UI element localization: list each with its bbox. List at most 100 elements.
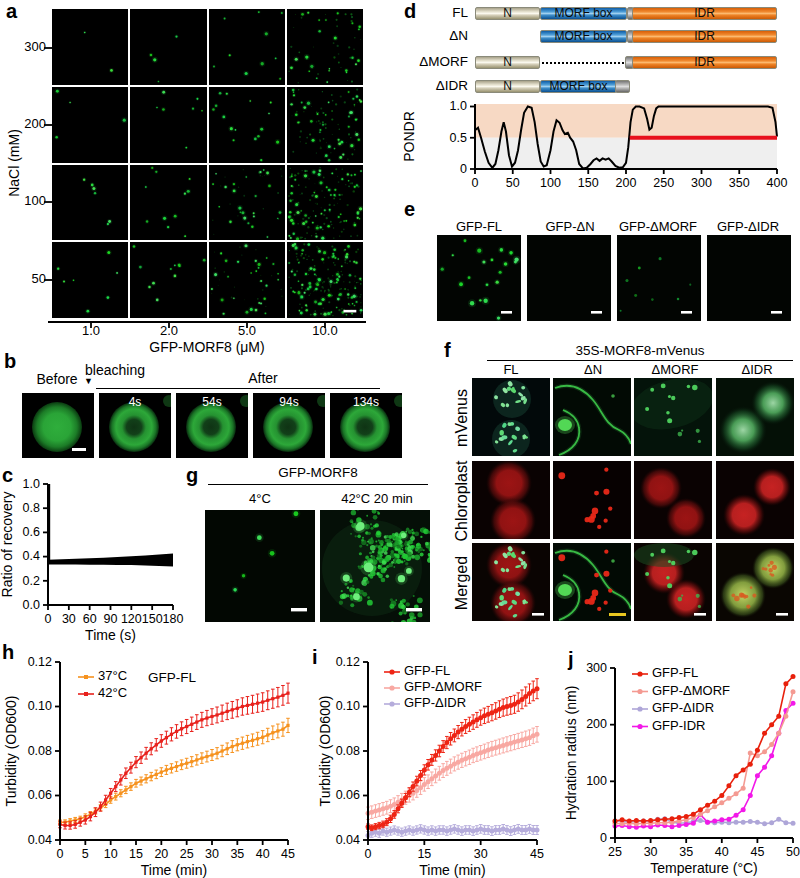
fl-morf-domain: MORF box bbox=[540, 7, 627, 20]
svg-text:180: 180 bbox=[163, 612, 184, 626]
e-image-1 bbox=[527, 235, 611, 321]
panel-label-a: a bbox=[6, 0, 17, 23]
f-col-fl: FL bbox=[471, 363, 551, 377]
svg-text:30: 30 bbox=[644, 845, 658, 859]
svg-text:35: 35 bbox=[679, 845, 693, 859]
svg-text:0.06: 0.06 bbox=[28, 788, 52, 802]
svg-text:30: 30 bbox=[62, 612, 76, 626]
e-image-0 bbox=[437, 235, 521, 321]
g-cond-4c: 4°C bbox=[210, 492, 310, 506]
g-image-42c bbox=[320, 510, 430, 622]
pondr-disorder-chart: 05010015020025030035040000.51.0PONDR bbox=[400, 96, 800, 188]
didr-cap bbox=[615, 80, 630, 93]
svg-text:0.06: 0.06 bbox=[336, 788, 360, 802]
f-didr-merged bbox=[716, 543, 794, 621]
svg-text:250: 250 bbox=[653, 176, 674, 188]
svg-text:GFP-ΔIDR: GFP-ΔIDR bbox=[652, 700, 714, 715]
panel-label-g: g bbox=[186, 464, 198, 487]
hydration-radius-chart: 2530354045500100200300Temperature (°C)Hy… bbox=[558, 645, 800, 878]
svg-text:GFP-ΔMORF: GFP-ΔMORF bbox=[404, 679, 482, 694]
g-title-underline bbox=[208, 484, 428, 485]
construct-dn-label: ΔN bbox=[402, 29, 468, 44]
svg-text:GFP-FL: GFP-FL bbox=[404, 663, 450, 678]
svg-text:0.12: 0.12 bbox=[28, 655, 52, 669]
svg-text:350: 350 bbox=[729, 176, 750, 188]
svg-text:25: 25 bbox=[180, 847, 194, 861]
svg-text:60: 60 bbox=[83, 612, 97, 626]
f-dmorf-mvenus bbox=[634, 378, 712, 456]
panel-a-axis bbox=[36, 0, 372, 336]
g-image-4c bbox=[205, 510, 315, 622]
svg-text:50: 50 bbox=[506, 176, 520, 188]
g-title: GFP-MORF8 bbox=[218, 466, 418, 481]
panel-label-b: b bbox=[4, 350, 16, 373]
svg-text:0.5: 0.5 bbox=[450, 131, 467, 145]
svg-text:200: 200 bbox=[586, 717, 607, 731]
svg-text:Time (s): Time (s) bbox=[85, 627, 136, 643]
dmorf-n-domain: N bbox=[475, 56, 540, 69]
svg-text:35: 35 bbox=[230, 847, 244, 861]
panel-label-f: f bbox=[444, 339, 451, 362]
f-dn-merged bbox=[553, 543, 631, 621]
f-fl-merged bbox=[472, 543, 550, 621]
svg-text:Temperature (°C): Temperature (°C) bbox=[650, 860, 758, 876]
construct-dmorf-label: ΔMORF bbox=[402, 55, 468, 70]
svg-text:Time (min): Time (min) bbox=[419, 862, 485, 878]
svg-text:Hydration radius (nm): Hydration radius (nm) bbox=[563, 686, 579, 821]
svg-text:0.08: 0.08 bbox=[336, 744, 360, 758]
frap-recovery-chart: 03060901201501800.00.20.40.60.81.0Time (… bbox=[0, 460, 200, 645]
f-title: 35S-MORF8-mVenus bbox=[520, 344, 760, 359]
f-col-didr: ΔIDR bbox=[717, 363, 797, 377]
svg-text:0.4: 0.4 bbox=[23, 549, 40, 563]
f-fl-chloroplast bbox=[472, 461, 550, 539]
turbidity-construct-chart: 01530450.040.060.080.100.12Time (min)Tur… bbox=[318, 645, 553, 878]
svg-text:0.8: 0.8 bbox=[23, 501, 40, 515]
svg-text:100: 100 bbox=[540, 176, 561, 188]
frap-image-before bbox=[22, 393, 94, 458]
panel-a-y-axis-label: NaCl (mM) bbox=[6, 103, 22, 223]
fl-n-domain: N bbox=[475, 7, 540, 20]
dn-morf-domain: MORF box bbox=[540, 30, 627, 43]
svg-text:45: 45 bbox=[281, 847, 295, 861]
svg-text:15: 15 bbox=[417, 847, 431, 861]
svg-text:0.10: 0.10 bbox=[336, 699, 360, 713]
frap-time-4s: 4s bbox=[99, 396, 171, 409]
x-tick-5.0: 5.0 bbox=[222, 324, 272, 338]
e-image-3 bbox=[707, 235, 791, 321]
svg-text:45: 45 bbox=[750, 845, 764, 859]
svg-text:0.10: 0.10 bbox=[28, 699, 52, 713]
svg-text:1.0: 1.0 bbox=[23, 477, 40, 491]
svg-text:GFP-FL: GFP-FL bbox=[148, 670, 196, 685]
y-tick-300: 300 bbox=[8, 40, 46, 54]
f-dn-chloroplast bbox=[553, 461, 631, 539]
f-fl-mvenus bbox=[472, 378, 550, 456]
svg-text:100: 100 bbox=[586, 774, 607, 788]
dn-idr-domain: IDR bbox=[632, 30, 777, 43]
f-dmorf-merged bbox=[634, 543, 712, 621]
svg-text:0.12: 0.12 bbox=[336, 655, 360, 669]
fl-idr-domain: IDR bbox=[632, 7, 777, 20]
svg-text:GFP-IDR: GFP-IDR bbox=[652, 718, 705, 733]
svg-text:0.6: 0.6 bbox=[23, 525, 40, 539]
svg-text:0: 0 bbox=[600, 831, 607, 845]
svg-text:0: 0 bbox=[472, 176, 479, 188]
svg-text:25: 25 bbox=[608, 845, 622, 859]
didr-n-domain: N bbox=[475, 80, 540, 93]
e-title-gfp-dmorf: GFP-ΔMORF bbox=[614, 220, 702, 234]
y-tick-50: 50 bbox=[8, 272, 46, 286]
svg-text:10: 10 bbox=[104, 847, 118, 861]
svg-text:42°C: 42°C bbox=[98, 685, 127, 700]
svg-text:15: 15 bbox=[129, 847, 143, 861]
svg-text:0.04: 0.04 bbox=[28, 833, 52, 847]
construct-fl-label: FL bbox=[402, 6, 468, 21]
x-tick-2.0: 2.0 bbox=[144, 324, 194, 338]
svg-text:GFP-FL: GFP-FL bbox=[652, 665, 698, 680]
panel-label-i: i bbox=[312, 646, 318, 669]
f-dn-mvenus bbox=[553, 378, 631, 456]
svg-text:30: 30 bbox=[474, 847, 488, 861]
svg-text:50: 50 bbox=[786, 845, 800, 859]
e-title-gfp-fl: GFP-FL bbox=[435, 220, 523, 234]
panel-label-e: e bbox=[404, 198, 415, 221]
turbidity-temp-chart: 0510152025303540450.040.060.080.100.12Ti… bbox=[0, 645, 312, 878]
after-label: After bbox=[228, 371, 298, 386]
